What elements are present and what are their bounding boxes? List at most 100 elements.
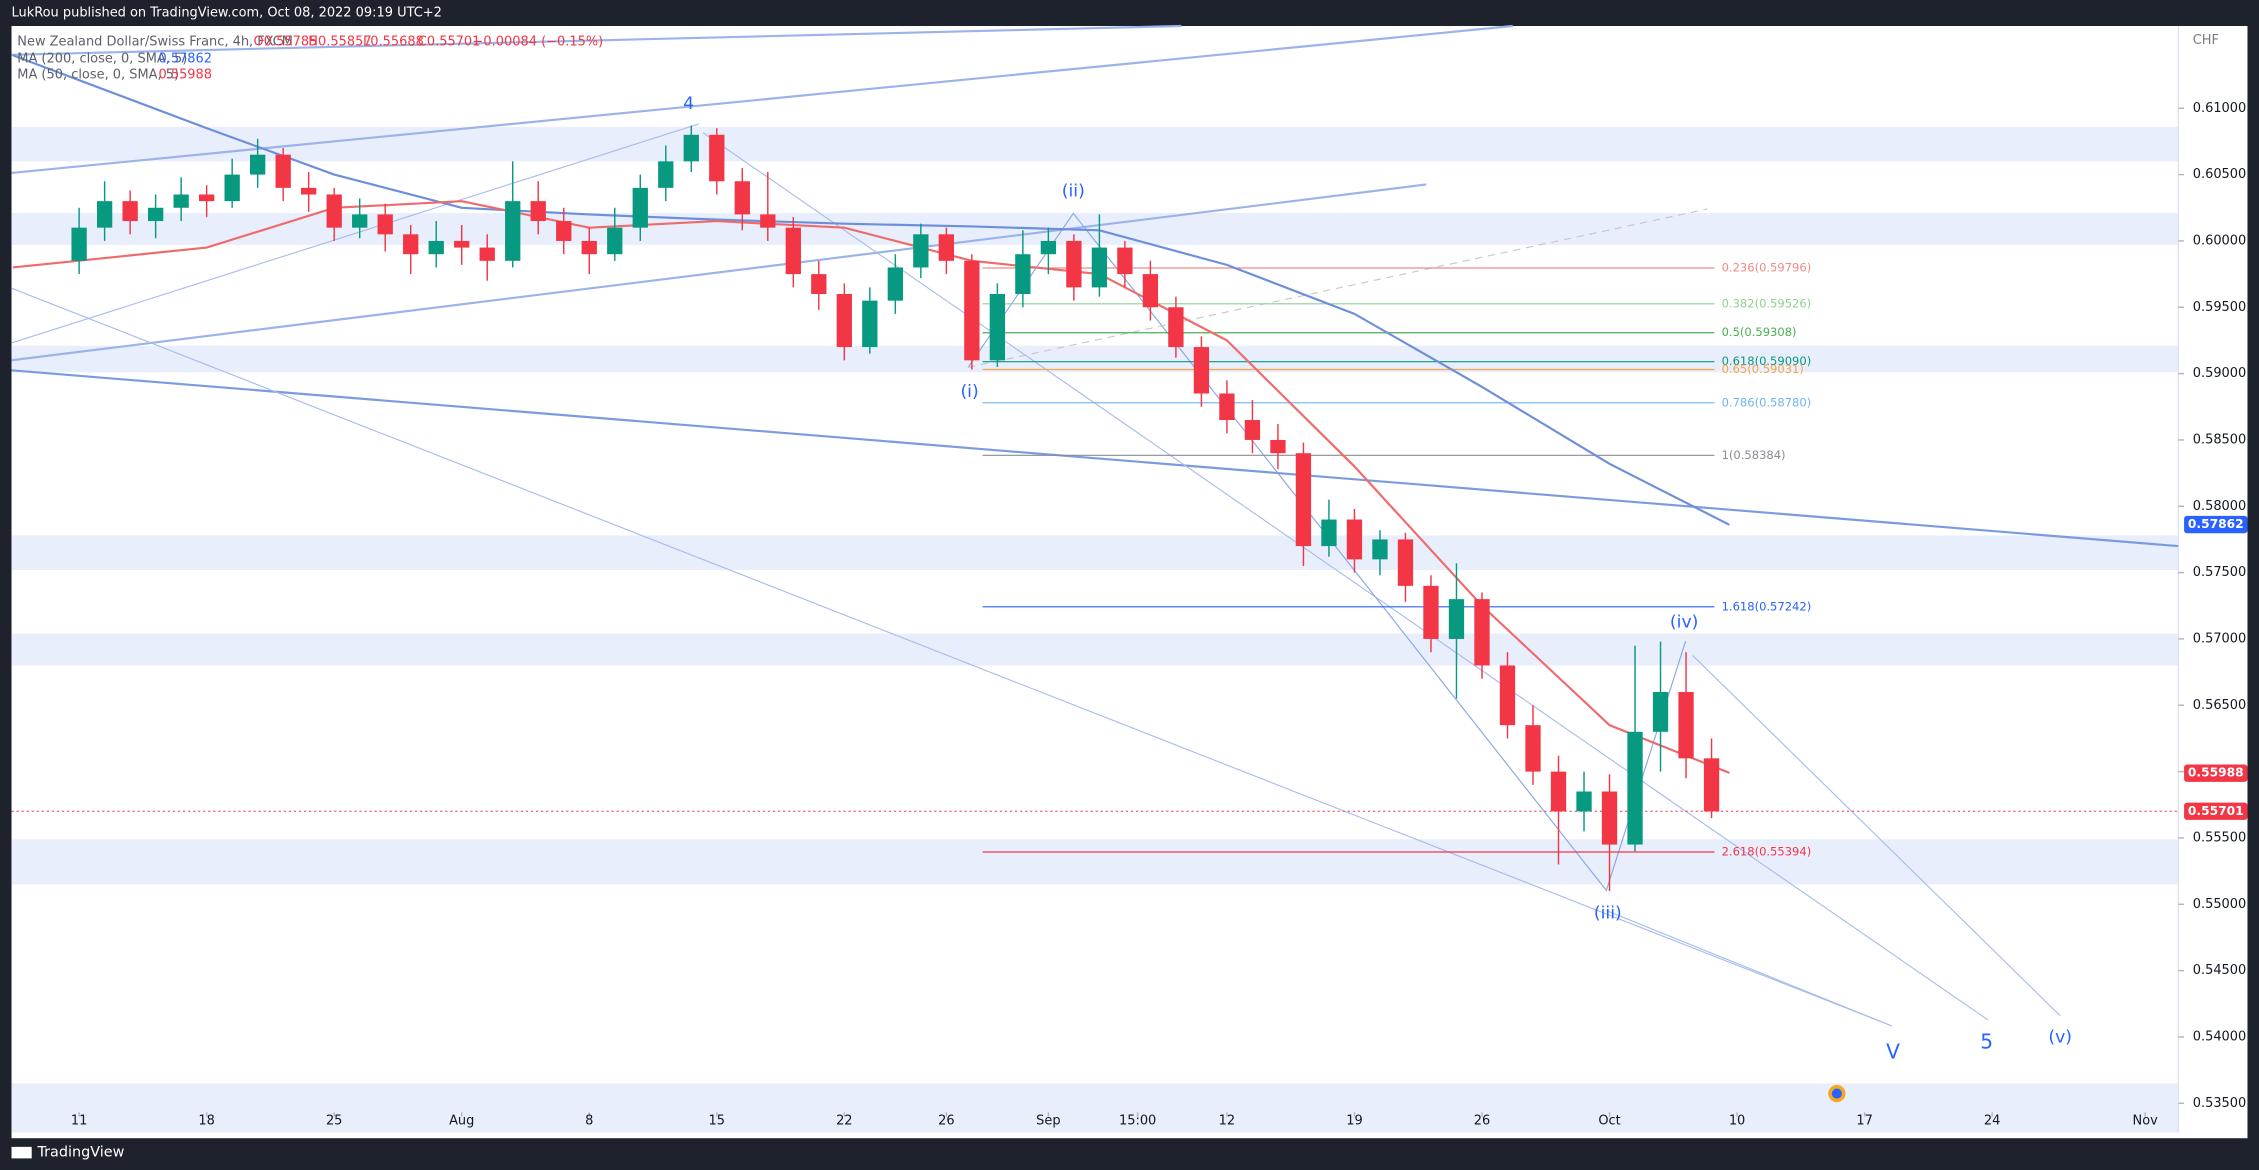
trendline [11, 123, 699, 344]
candle-body [1117, 247, 1133, 275]
fib-label: 0.5(0.59308) [1722, 325, 1797, 339]
candle-body [96, 201, 113, 228]
price-tag [2184, 764, 2248, 782]
price-tag-label: 0.55701 [2188, 804, 2244, 818]
candle-body [428, 240, 444, 255]
x-tick-label: 8 [585, 1113, 593, 1128]
legend: New Zealand Dollar/Swiss Franc, 4h, FXCM… [17, 34, 603, 82]
x-tick-label: 18 [198, 1113, 214, 1128]
candle-body [147, 207, 164, 222]
candle-body [1066, 240, 1082, 288]
moving-average [12, 54, 1730, 526]
zone [11, 839, 2179, 885]
candle-body [1015, 254, 1031, 295]
fib-label: 0.382(0.59526) [1722, 296, 1812, 310]
brand: TradingView [36, 1145, 124, 1161]
candle-body [1601, 791, 1618, 845]
candle-body [479, 247, 495, 261]
ma-name: MA (200, close, 0, SMA, 5) [17, 52, 187, 67]
candle-body [1040, 240, 1057, 255]
candle-body [1321, 519, 1337, 547]
symbol: New Zealand Dollar/Swiss Franc, 4h, FXCM [17, 34, 293, 49]
trendline [1692, 655, 2061, 1017]
ohlc-value: C0.55701 [418, 34, 481, 49]
y-tick-label: 0.56500 [2193, 698, 2247, 713]
y-tick-label: 0.54500 [2193, 963, 2247, 978]
candle-body [1678, 692, 1694, 759]
candle-body [1499, 665, 1516, 726]
candle-body [1652, 692, 1669, 732]
x-tick-label: 26 [1474, 1113, 1490, 1128]
x-tick-label: 24 [1984, 1113, 2000, 1128]
y-tick-label: 0.54000 [2193, 1029, 2247, 1044]
candle-body [1244, 420, 1261, 440]
candle-body [1219, 393, 1235, 421]
y-tick-label: 0.58500 [2193, 432, 2247, 447]
y-tick-label: 0.57500 [2193, 565, 2247, 580]
candle-body [122, 201, 138, 222]
wave-label: (ii) [1062, 182, 1085, 202]
trendline [702, 132, 1989, 1021]
fib-label: 1(0.58384) [1722, 448, 1786, 462]
x-tick-label: 15 [709, 1113, 725, 1128]
candle-body [964, 260, 980, 361]
candle-body [785, 227, 801, 275]
candle-body [632, 187, 648, 228]
zone [11, 126, 2179, 162]
wave-label: 4 [683, 94, 694, 114]
x-tick-label: Aug [449, 1113, 474, 1128]
candle-body [1372, 539, 1388, 560]
x-tick-label: 22 [836, 1113, 852, 1128]
y-tick-label: 0.58000 [2193, 499, 2247, 514]
x-tick-label: Sep [1036, 1113, 1060, 1128]
wave-label: (iii) [1594, 903, 1622, 923]
fib-label: 0.65(0.59031) [1722, 362, 1804, 376]
x-tick-label: 12 [1219, 1113, 1235, 1128]
candle-body [862, 300, 878, 348]
y-tick-label: 0.61000 [2193, 101, 2247, 116]
price-tag [2184, 515, 2248, 534]
candle-body [71, 227, 87, 261]
ohlc-value: L0.55688 [363, 34, 424, 49]
trendline [11, 24, 1182, 56]
trendline [1606, 910, 1892, 1027]
candle-body [811, 274, 827, 295]
candle-body [1270, 439, 1286, 454]
x-tick-label: 10 [1729, 1113, 1745, 1128]
fibonacci: 0.236(0.59796) 0.382(0.59526) 0.5(0.59308)… [982, 260, 1812, 859]
zones [11, 126, 2179, 1133]
y-tick-label: 0.59000 [2193, 366, 2247, 381]
event-icon [1831, 1088, 1842, 1099]
candle-body [836, 294, 852, 348]
wave-labels: 4 (ii) (i) (iii) (iv) V 5 (v) [683, 94, 2072, 1064]
wave-label: V [1886, 1040, 1900, 1064]
fib-label: 0.236(0.59796) [1722, 260, 1812, 274]
y-tick-label: 0.53500 [2193, 1096, 2247, 1111]
candle-body [989, 294, 1006, 361]
candle-body [1142, 274, 1159, 308]
brand-logo [11, 1146, 32, 1159]
y-tick-label: 0.60000 [2193, 233, 2247, 248]
publisher: LukRou published on TradingView.com, Oct… [12, 6, 442, 21]
ohlc-value: H0.55857 [308, 34, 371, 49]
candle-body [301, 187, 317, 195]
candle-body [377, 214, 393, 235]
fib-label: 0.618(0.59090) [1722, 354, 1812, 368]
candle-body [581, 240, 597, 255]
x-tick-label: 26 [938, 1113, 954, 1128]
x-tick-label: Oct [1598, 1113, 1620, 1128]
x-tick-label: Nov [2133, 1113, 2159, 1128]
moving-average [12, 200, 1730, 774]
ma-name: MA (50, close, 0, SMA, 5) [17, 67, 179, 82]
trendline [11, 183, 1427, 362]
zone [11, 1083, 2179, 1133]
candle-body [1423, 585, 1439, 639]
candle-body [607, 227, 623, 255]
wave-label: (i) [960, 382, 978, 402]
price-tag-label: 0.57862 [2188, 517, 2244, 531]
x-tick-label: 11 [71, 1113, 87, 1128]
zone [11, 633, 2179, 666]
x-tick-label: 17 [1856, 1113, 1872, 1128]
candle-body [1627, 731, 1643, 845]
